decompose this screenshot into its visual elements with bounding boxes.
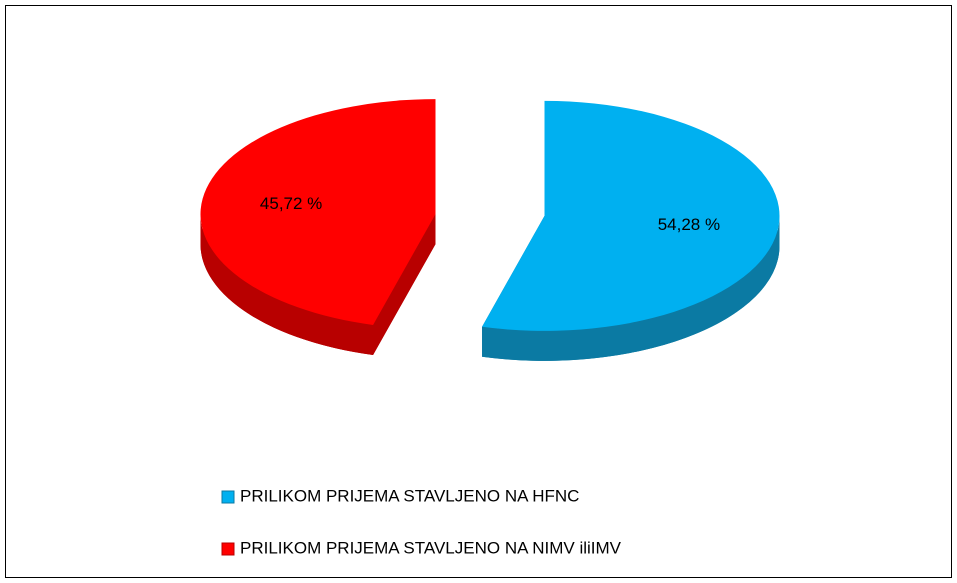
data-label: 45,72 %	[260, 194, 322, 213]
legend-label: PRILIKOM PRIJEMA STAVLJENO NA NIMV iliIM…	[240, 538, 622, 557]
slice-side	[482, 215, 780, 361]
slice	[200, 99, 436, 325]
data-label: 54,28 %	[658, 215, 720, 234]
legend-swatch	[221, 490, 235, 504]
slice	[482, 100, 780, 331]
legend-swatch	[221, 542, 235, 556]
chart-frame	[5, 5, 952, 578]
legend-label: PRILIKOM PRIJEMA STAVLJENO NA HFNC	[240, 486, 579, 505]
slice-cut-face	[373, 214, 436, 355]
slice-side	[200, 214, 374, 355]
